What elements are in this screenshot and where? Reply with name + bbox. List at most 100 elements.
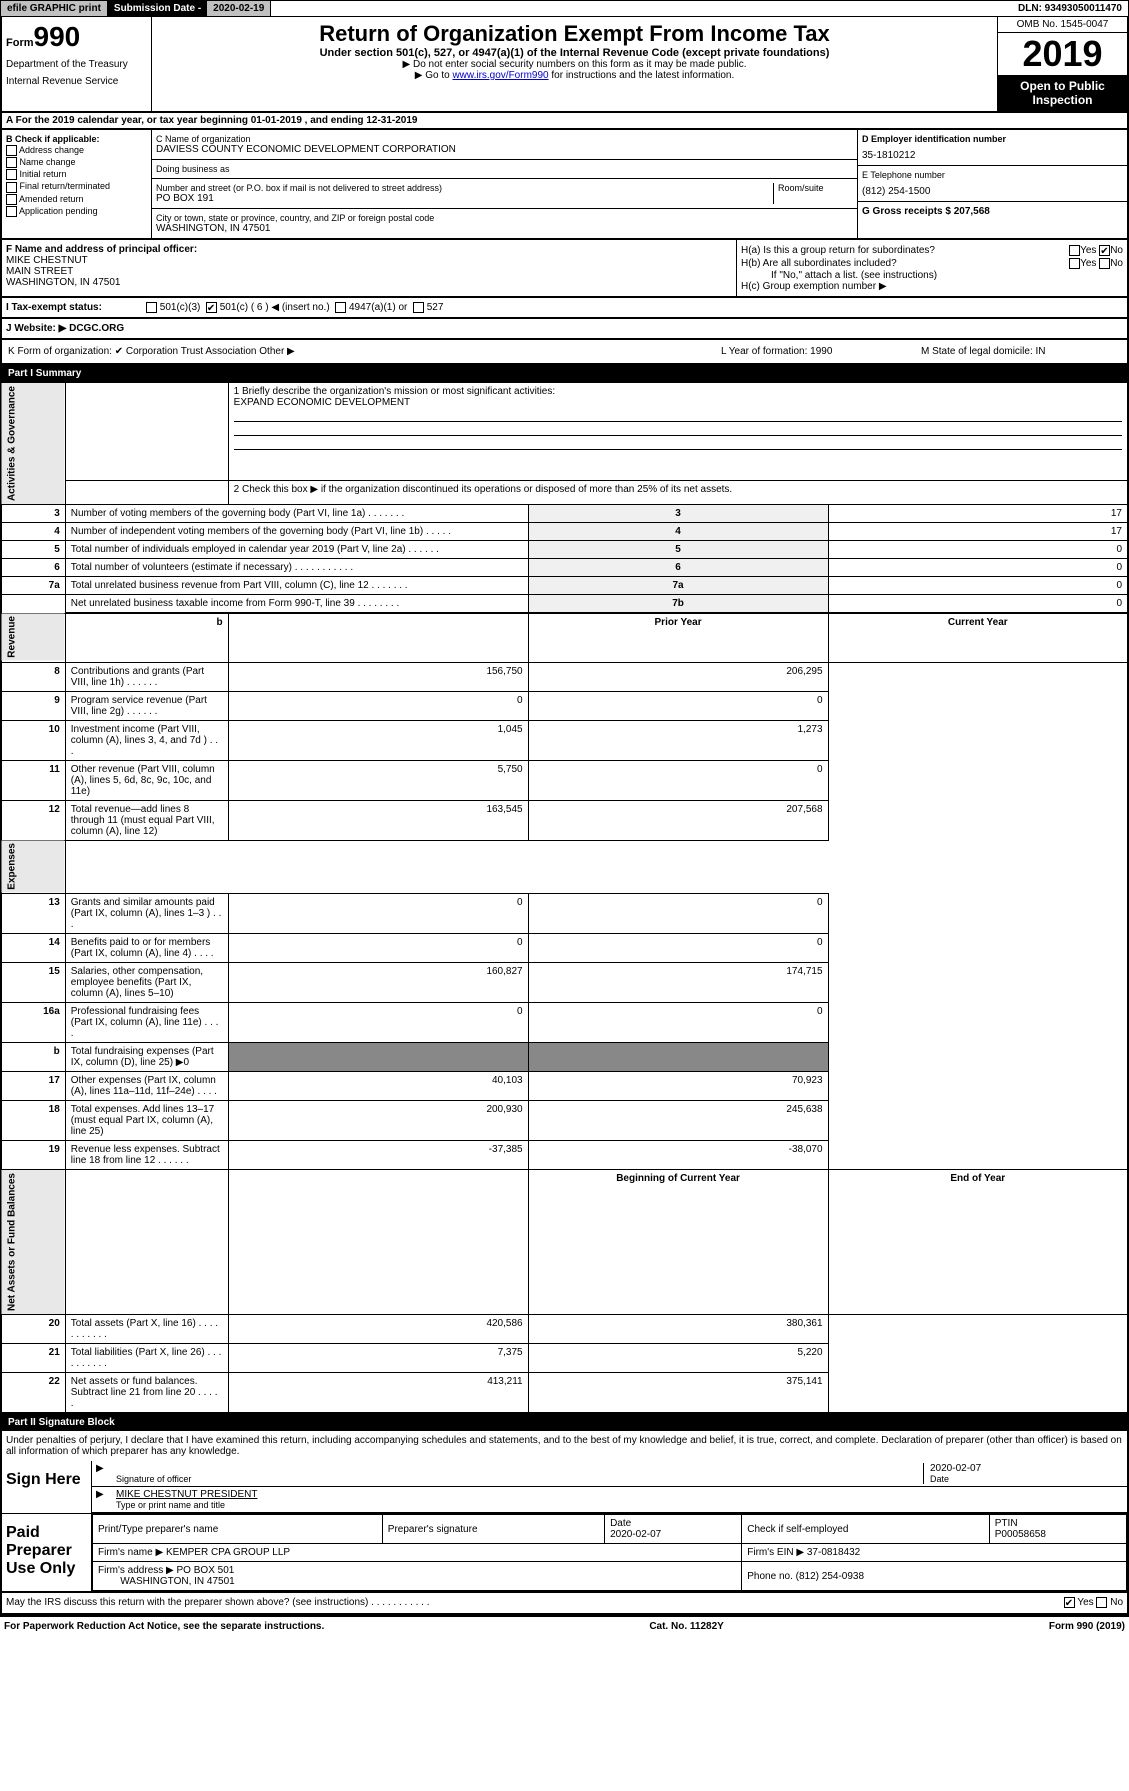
- current-year-value: 380,361: [528, 1315, 828, 1344]
- part-2-header: Part II Signature Block: [0, 1414, 1129, 1431]
- prior-year-value: -37,385: [228, 1141, 528, 1170]
- line-desc: Investment income (Part VIII, column (A)…: [65, 720, 228, 760]
- side-revenue: Revenue: [1, 613, 65, 662]
- prior-year-header: Prior Year: [528, 613, 828, 662]
- line-num: 7a: [1, 577, 65, 595]
- form-number: 990: [34, 21, 81, 52]
- side-net-assets: Net Assets or Fund Balances: [1, 1170, 65, 1315]
- col-b-checkboxes: B Check if applicable: Address change Na…: [2, 130, 152, 238]
- ptin-value: P00058658: [995, 1529, 1046, 1540]
- section-j-website: J Website: ▶ DCGC.ORG: [0, 319, 1129, 340]
- check-address-change[interactable]: Address change: [6, 145, 147, 156]
- line-desc: Net unrelated business taxable income fr…: [65, 595, 528, 614]
- officer-label: F Name and address of principal officer:: [6, 244, 732, 255]
- ptin-label: PTIN: [995, 1518, 1018, 1529]
- section-bcd: B Check if applicable: Address change Na…: [0, 130, 1129, 240]
- form-header: Form990 Department of the Treasury Inter…: [0, 17, 1129, 113]
- line-num: 18: [1, 1101, 65, 1141]
- summary-table: Activities & Governance 1 Briefly descri…: [0, 382, 1129, 1414]
- line-num: [1, 595, 65, 614]
- prior-year-value: 1,045: [228, 720, 528, 760]
- line-desc: Professional fundraising fees (Part IX, …: [65, 1003, 228, 1043]
- line-num: 11: [1, 760, 65, 800]
- prep-date-label: Date: [610, 1518, 631, 1529]
- line-desc: Total revenue—add lines 8 through 11 (mu…: [65, 800, 228, 840]
- end-year-header: End of Year: [828, 1170, 1128, 1315]
- line-num: 5: [1, 541, 65, 559]
- check-amended-return[interactable]: Amended return: [6, 194, 147, 205]
- check-final-return[interactable]: Final return/terminated: [6, 181, 147, 192]
- current-year-value: 5,220: [528, 1344, 828, 1373]
- form-subtitle: Under section 501(c), 527, or 4947(a)(1)…: [156, 47, 993, 59]
- tax-status-501c3[interactable]: 501(c)(3): [146, 302, 200, 313]
- line-value: 17: [828, 523, 1128, 541]
- current-year-value: -38,070: [528, 1141, 828, 1170]
- current-year-value: 375,141: [528, 1373, 828, 1414]
- line-num: 22: [1, 1373, 65, 1414]
- org-name-label: C Name of organization: [156, 134, 853, 144]
- firm-name-label: Firm's name ▶: [98, 1547, 163, 1558]
- dba-label: Doing business as: [156, 164, 853, 174]
- firm-name: KEMPER CPA GROUP LLP: [166, 1547, 290, 1558]
- prior-year-value: 40,103: [228, 1072, 528, 1101]
- hb-label: H(b) Are all subordinates included?: [741, 258, 897, 269]
- gross-receipts: G Gross receipts $ 207,568: [862, 206, 1123, 217]
- check-initial-return[interactable]: Initial return: [6, 169, 147, 180]
- line-desc: Benefits paid to or for members (Part IX…: [65, 934, 228, 963]
- line-col-num: 5: [528, 541, 828, 559]
- instructions-link[interactable]: www.irs.gov/Form990: [452, 70, 548, 81]
- side-governance: Activities & Governance: [1, 383, 65, 505]
- line-num: b: [1, 1043, 65, 1072]
- line-desc: Net assets or fund balances. Subtract li…: [65, 1373, 228, 1414]
- city-label: City or town, state or province, country…: [156, 213, 853, 223]
- prior-year-value: 0: [228, 894, 528, 934]
- line-desc: Total expenses. Add lines 13–17 (must eq…: [65, 1101, 228, 1141]
- col-f-officer: F Name and address of principal officer:…: [2, 240, 737, 296]
- line-num: 17: [1, 1072, 65, 1101]
- current-year-value: 1,273: [528, 720, 828, 760]
- title-cell: Return of Organization Exempt From Incom…: [152, 17, 997, 111]
- line-value: 17: [828, 505, 1128, 523]
- check-self-employed[interactable]: Check if self-employed: [742, 1515, 990, 1544]
- form-footer: Form 990 (2019): [1049, 1621, 1125, 1632]
- paperwork-notice: For Paperwork Reduction Act Notice, see …: [4, 1621, 324, 1632]
- line-col-num: 3: [528, 505, 828, 523]
- line-num: 15: [1, 963, 65, 1003]
- current-year-header: Current Year: [828, 613, 1128, 662]
- line-desc: Grants and similar amounts paid (Part IX…: [65, 894, 228, 934]
- ein-value: 35-1810212: [862, 144, 1123, 161]
- open-inspection: Open to Public Inspection: [998, 75, 1127, 111]
- prep-sig-label: Preparer's signature: [382, 1515, 604, 1544]
- form-title: Return of Organization Exempt From Incom…: [156, 21, 993, 47]
- line-col-num: 4: [528, 523, 828, 541]
- discuss-answer[interactable]: Yes No: [1064, 1597, 1123, 1608]
- line-col-num: 6: [528, 559, 828, 577]
- current-year-value: 206,295: [528, 662, 828, 691]
- prior-year-value: 200,930: [228, 1101, 528, 1141]
- current-year-value: 245,638: [528, 1101, 828, 1141]
- check-name-change[interactable]: Name change: [6, 157, 147, 168]
- check-application-pending[interactable]: Application pending: [6, 206, 147, 217]
- form-number-cell: Form990 Department of the Treasury Inter…: [2, 17, 152, 111]
- tax-status-501c[interactable]: 501(c) ( 6 ) ◀ (insert no.): [206, 302, 330, 313]
- line-desc: Contributions and grants (Part VIII, lin…: [65, 662, 228, 691]
- hc-label: H(c) Group exemption number ▶: [741, 281, 1123, 292]
- room-label: Room/suite: [778, 183, 853, 193]
- current-year-value: [528, 1043, 828, 1072]
- current-year-value: 0: [528, 760, 828, 800]
- tax-year: 2019: [998, 33, 1127, 75]
- section-klm: K Form of organization: ✔ Corporation Tr…: [0, 340, 1129, 365]
- line-2: 2 Check this box ▶ if the organization d…: [228, 480, 1128, 505]
- arrow-icon: ▶: [96, 1463, 116, 1484]
- tax-status-4947[interactable]: 4947(a)(1) or: [335, 302, 407, 313]
- firm-addr: PO BOX 501: [177, 1565, 235, 1576]
- tax-status-label: I Tax-exempt status:: [6, 302, 146, 313]
- line-num: 13: [1, 894, 65, 934]
- efile-label[interactable]: efile GRAPHIC print: [1, 1, 108, 16]
- phone-value: (812) 254-1500: [862, 180, 1123, 197]
- line-value: 0: [828, 577, 1128, 595]
- line-num: 20: [1, 1315, 65, 1344]
- tax-status-527[interactable]: 527: [413, 302, 443, 313]
- cat-number: Cat. No. 11282Y: [649, 1621, 723, 1632]
- line-desc: Total number of individuals employed in …: [65, 541, 528, 559]
